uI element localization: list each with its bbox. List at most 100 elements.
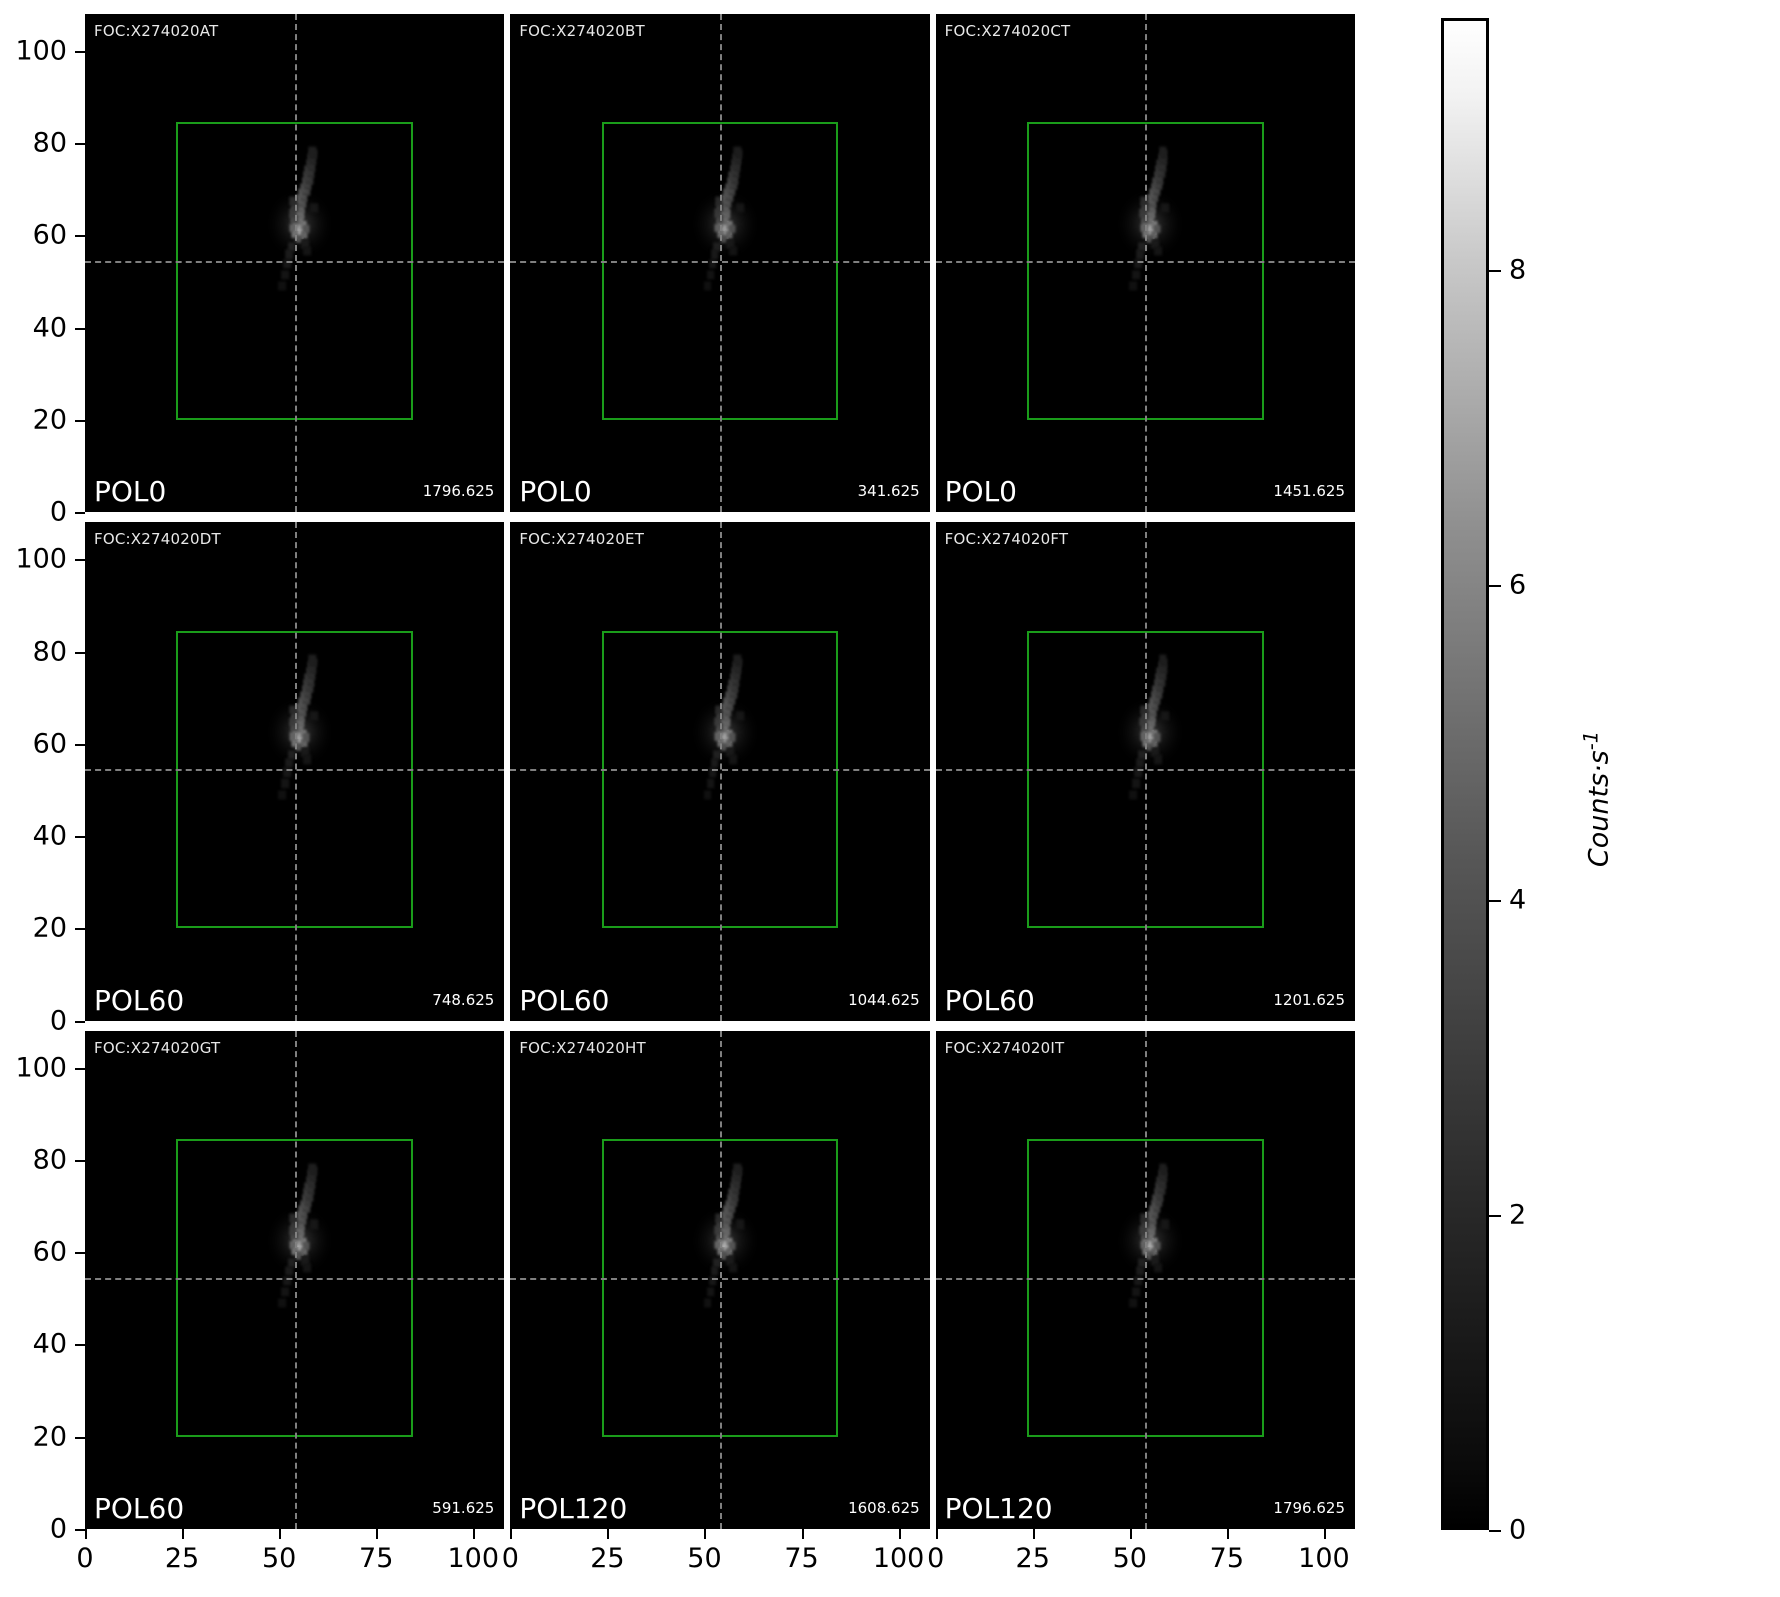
source-pixel: [714, 208, 722, 218]
source-pixel: [703, 789, 712, 800]
source-pixel: [301, 1194, 310, 1203]
source-pixel: [308, 1163, 316, 1173]
source-pixel: [295, 234, 303, 243]
panel-id-label: FOC:X274020AT: [94, 22, 219, 40]
source-pixel: [1140, 196, 1148, 206]
source-pixel: [720, 742, 728, 752]
source-pixel: [1161, 1219, 1170, 1230]
y-tick-label: 80: [32, 1144, 67, 1176]
panel-id-label: FOC:X274020GT: [94, 1038, 221, 1057]
y-tick-mark: [75, 836, 85, 839]
colorbar-title-exponent: -1: [1579, 730, 1603, 751]
x-tick-mark: [182, 1529, 185, 1539]
source-pixel: [715, 1231, 724, 1240]
colorbar-tick-mark: [1489, 1215, 1501, 1217]
source-pixel: [1129, 789, 1137, 800]
y-tick-label: 20: [32, 404, 67, 436]
y-tick-label: 0: [49, 1513, 67, 1545]
y-tick-mark: [75, 743, 85, 746]
x-tick-mark: [935, 1529, 938, 1539]
source-pixel: [1154, 1263, 1163, 1273]
source-pixel: [302, 224, 310, 234]
source-pixel: [1132, 1287, 1140, 1297]
x-tick-mark: [85, 1529, 87, 1539]
source-pixel: [1150, 1247, 1158, 1256]
source-pixel: [1129, 281, 1137, 291]
crosshair-horizontal: [935, 260, 1355, 263]
source-pixel: [725, 1200, 733, 1209]
aperture-box: [176, 1139, 414, 1437]
colorbar-tick-label: 4: [1509, 884, 1527, 916]
source-pixel: [726, 1255, 734, 1266]
exposure-value-label: 1608.625: [848, 1499, 920, 1517]
x-tick-mark: [376, 1529, 379, 1539]
y-tick-label: 80: [32, 636, 67, 668]
source-pixel: [301, 177, 310, 187]
source-pixel: [713, 750, 721, 760]
source-pixel: [1140, 1240, 1148, 1249]
y-tick-mark: [75, 1159, 85, 1162]
source-pixel: [722, 1226, 730, 1236]
source-pixel: [721, 230, 729, 239]
y-tick-label: 40: [32, 312, 67, 344]
source-pixel: [723, 697, 732, 707]
x-tick-label: 100: [447, 1543, 500, 1574]
y-tick-label: 60: [32, 728, 67, 760]
source-pixel: [710, 1266, 719, 1276]
source-pixel: [303, 1263, 312, 1273]
source-pixel: [302, 1241, 310, 1250]
colorbar-tick-label: 0: [1509, 1514, 1527, 1546]
source-pixel: [1150, 691, 1159, 701]
y-tick-label: 60: [32, 1236, 67, 1268]
source-pixel: [285, 249, 294, 259]
y-tick-label: 20: [32, 912, 67, 944]
source-pixel: [289, 223, 297, 233]
y-tick-label: 60: [32, 219, 67, 251]
source-pixel: [1147, 718, 1156, 727]
source-pixel: [1159, 146, 1167, 156]
aperture-box: [1026, 122, 1264, 421]
source-pixel: [297, 209, 305, 219]
source-pixel: [295, 742, 303, 752]
x-tick-label: 25: [1015, 1543, 1050, 1574]
source-pixel: [1152, 685, 1160, 695]
polarizer-label: POL60: [519, 983, 610, 1017]
y-tick-label: 100: [15, 1052, 67, 1084]
source-pixel: [727, 685, 735, 695]
x-tick-label: 0: [927, 1543, 945, 1574]
crosshair-horizontal: [85, 260, 505, 263]
colorbar-tick-label: 8: [1509, 254, 1527, 286]
source-pixel: [302, 733, 310, 742]
polarizer-label: POL0: [944, 475, 1017, 509]
colorbar-tick-label: 2: [1509, 1199, 1527, 1231]
x-tick-label: 25: [164, 1543, 200, 1574]
colorbar-tick-mark: [1489, 585, 1501, 587]
source-pixel: [1139, 1225, 1148, 1235]
polarizer-label: POL60: [944, 983, 1035, 1017]
crosshair-vertical: [1145, 14, 1148, 513]
source-pixel: [1149, 189, 1157, 198]
source-pixel: [289, 196, 298, 206]
source-pixel: [296, 230, 304, 239]
source-pixel: [285, 1266, 294, 1276]
source-pixel: [310, 203, 319, 213]
source-pixel: [1149, 1205, 1157, 1215]
source-pixel: [735, 1219, 744, 1230]
source-pixel: [303, 246, 312, 256]
aperture-box: [601, 122, 839, 421]
x-tick-label: 50: [1112, 1543, 1147, 1574]
source-pixel: [1146, 221, 1154, 230]
y-tick-label: 0: [49, 1005, 67, 1037]
crosshair-vertical: [294, 14, 297, 513]
exposure-value-label: 1796.625: [1273, 1499, 1345, 1517]
source-emission: [85, 522, 504, 1020]
source-pixel: [733, 146, 742, 156]
source-pixel: [728, 1241, 736, 1250]
source-pixel: [715, 196, 723, 206]
source-pixel: [1161, 711, 1170, 721]
source-pixel: [296, 738, 304, 748]
source-pixel: [285, 758, 294, 768]
x-tick-label: 100: [1298, 1543, 1350, 1574]
source-pixel: [298, 1205, 306, 1215]
x-tick-mark: [1129, 1529, 1132, 1539]
